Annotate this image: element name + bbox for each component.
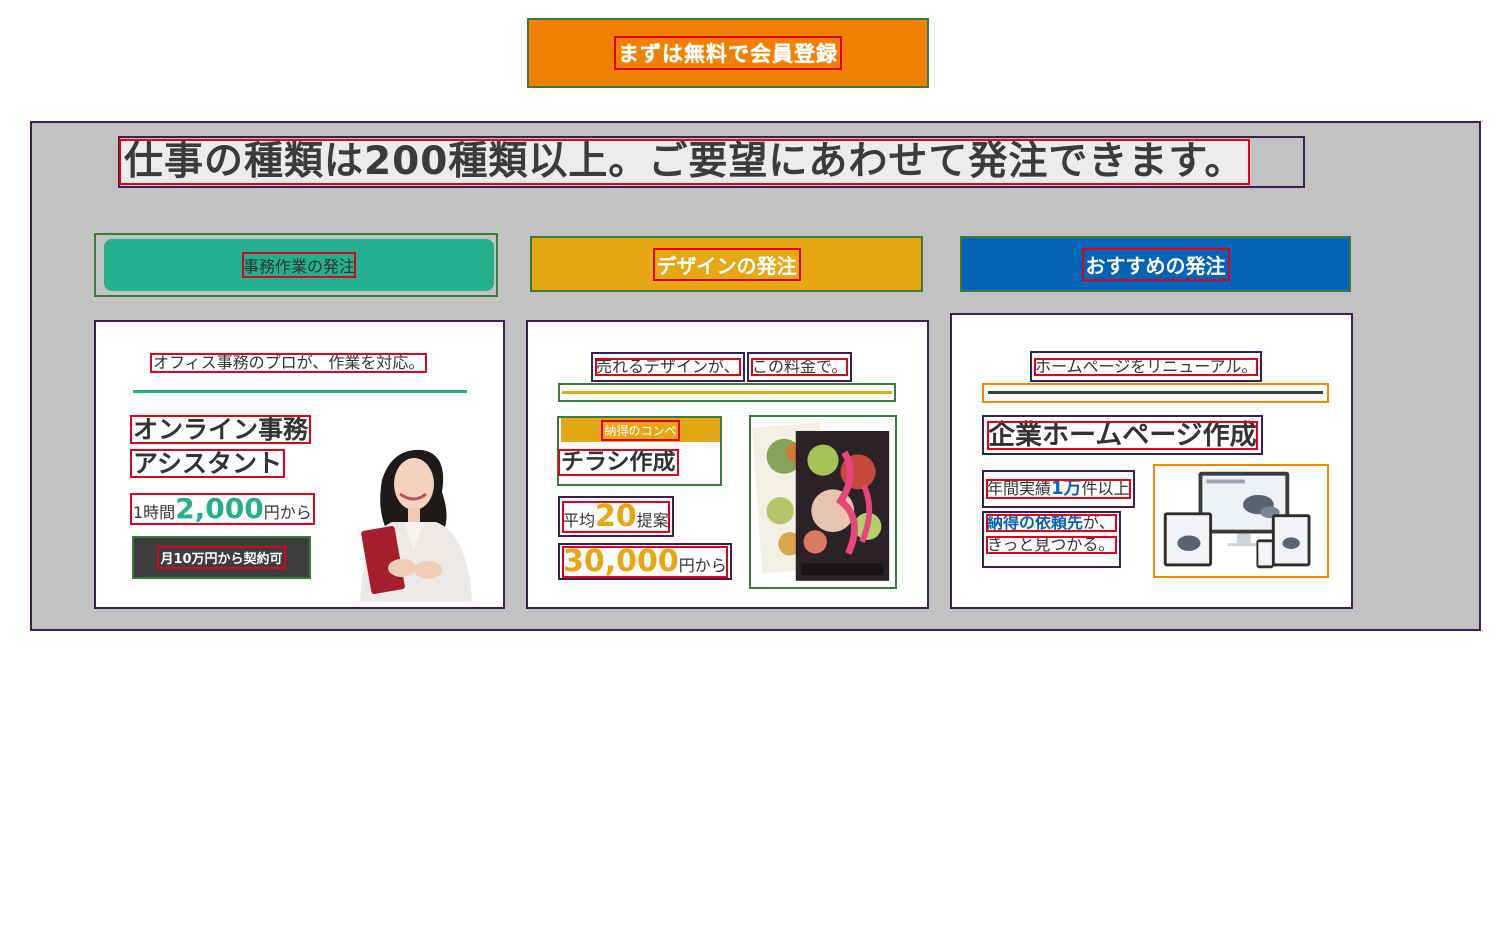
office-card-title-line2: アシスタント [129, 449, 286, 478]
office-price-value: 2,000 [175, 492, 264, 525]
tab-office-work[interactable]: 事務作業の発注 [94, 233, 498, 297]
office-card-lead: オフィス事務のプロが、作業を対応。 [149, 353, 428, 373]
office-card-divider [133, 390, 467, 393]
website-message-rest: が、 [1083, 513, 1115, 532]
design-card-lead-a-text: 売れるデザインが、 [595, 357, 741, 376]
responsive-devices-image [1153, 464, 1329, 578]
tab-design-label: デザインの発注 [652, 247, 801, 281]
website-card-title: 企業ホームページ作成 [982, 415, 1263, 455]
design-average-value: 20 [595, 498, 637, 534]
website-card-divider [982, 383, 1329, 403]
website-card-lead-text: ホームページをリニューアル。 [1033, 356, 1259, 376]
design-competition-tag-label: 納得のコンペ [601, 419, 680, 441]
section-headline: 仕事の種類は200種類以上。ご要望にあわせて発注できます。 [118, 136, 1305, 188]
website-card-message: 納得の依頼先が、 きっと見つかる。 [982, 511, 1121, 568]
design-price-line: 30,000 円から [562, 543, 728, 579]
design-competition-tag: 納得のコンペ [561, 418, 720, 442]
design-average-prefix: 平均 [563, 510, 596, 530]
office-worker-photo [330, 410, 500, 602]
office-price-prefix: 1時間 [133, 503, 176, 522]
website-card-lead: ホームページをリニューアル。 [1030, 351, 1263, 382]
design-price-value: 30,000 [563, 543, 679, 579]
member-signup-label: まずは無料で会員登録 [614, 36, 842, 70]
website-message-line2: きっと見つかる。 [986, 535, 1117, 554]
office-contract-badge-label: 月10万円から契約可 [157, 546, 286, 569]
website-message-line1: 納得の依頼先が、 [986, 513, 1117, 532]
flyer-sample-image [749, 415, 897, 589]
office-price-suffix: 円から [263, 503, 312, 522]
website-record-suffix: 件以上 [1081, 479, 1130, 498]
design-card-divider [558, 383, 896, 402]
design-card-lead-b: この料金で。 [747, 352, 853, 382]
website-card-title-text: 企業ホームページ作成 [987, 419, 1258, 451]
office-card-price: 1時間 2,000 円から [130, 492, 315, 525]
design-card-title: チラシ作成 [558, 449, 679, 476]
office-card-title-line1: オンライン事務 [129, 415, 312, 444]
design-card-average: 平均 20 提案 [558, 496, 674, 537]
website-card-record: 年間実績 1万 件以上 [982, 470, 1135, 508]
tab-office-work-label: 事務作業の発注 [241, 252, 357, 278]
design-price-suffix: 円から [678, 555, 727, 575]
member-signup-button[interactable]: まずは無料で会員登録 [527, 18, 929, 88]
section-headline-text: 仕事の種類は200種類以上。ご要望にあわせて発注できます。 [119, 139, 1250, 185]
design-card-lead-b-text: この料金で。 [750, 357, 849, 376]
office-contract-badge: 月10万円から契約可 [132, 536, 311, 579]
website-record-value: 1万 [1051, 478, 1082, 499]
website-record-prefix: 年間実績 [987, 479, 1052, 498]
design-average-line: 平均 20 提案 [562, 498, 670, 534]
tab-recommended-label: おすすめの発注 [1081, 247, 1230, 281]
website-record-line: 年間実績 1万 件以上 [986, 478, 1131, 499]
website-message-bold: 納得の依頼先 [987, 513, 1084, 532]
tab-design[interactable]: デザインの発注 [530, 236, 923, 292]
tab-recommended[interactable]: おすすめの発注 [960, 236, 1351, 292]
design-average-suffix: 提案 [636, 510, 669, 530]
design-card-price: 30,000 円から [558, 543, 732, 580]
design-card-lead-a: 売れるデザインが、 [591, 352, 745, 382]
